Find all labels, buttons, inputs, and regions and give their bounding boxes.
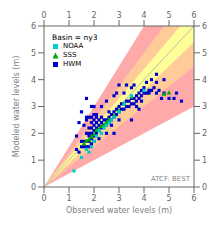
svg-text:4: 4	[141, 194, 146, 203]
html-text:Basin = ny3: Basin = ny3	[52, 33, 98, 42]
svg-text:2: 2	[91, 11, 96, 20]
svg-text:1: 1	[66, 194, 71, 203]
svg-text:4: 4	[141, 11, 146, 20]
svg-text:6: 6	[191, 11, 196, 20]
html-text:HWM: HWM	[63, 60, 82, 68]
html-text:ATCF: BEST: ATCF: BEST	[151, 175, 190, 183]
svg-text:5: 5	[166, 11, 171, 20]
svg-text:0: 0	[41, 194, 46, 203]
svg-text:Observed water levels (m): Observed water levels (m)	[66, 206, 172, 215]
html-text:NOAA: NOAA	[63, 42, 84, 50]
svg-text:4: 4	[31, 76, 36, 85]
svg-text:1: 1	[31, 156, 36, 165]
svg-text:1: 1	[202, 156, 207, 165]
svg-text:0: 0	[202, 183, 207, 192]
svg-text:2: 2	[31, 129, 36, 138]
svg-text:0: 0	[31, 183, 36, 192]
svg-text:0: 0	[41, 11, 46, 20]
html-text:SSS: SSS	[63, 51, 77, 59]
svg-text:6: 6	[31, 22, 36, 31]
svg-text:5: 5	[31, 49, 36, 58]
svg-text:2: 2	[202, 129, 207, 138]
svg-text:3: 3	[116, 194, 121, 203]
svg-text:3: 3	[202, 102, 207, 111]
svg-text:2: 2	[91, 194, 96, 203]
svg-text:6: 6	[191, 194, 196, 203]
svg-text:3: 3	[116, 11, 121, 20]
svg-text:5: 5	[202, 49, 207, 58]
svg-text:4: 4	[202, 76, 207, 85]
svg-text:3: 3	[31, 102, 36, 111]
svg-text:5: 5	[166, 194, 171, 203]
svg-text:1: 1	[66, 11, 71, 20]
svg-text:Modeled water levels (m): Modeled water levels (m)	[12, 56, 21, 158]
svg-text:6: 6	[202, 22, 207, 31]
